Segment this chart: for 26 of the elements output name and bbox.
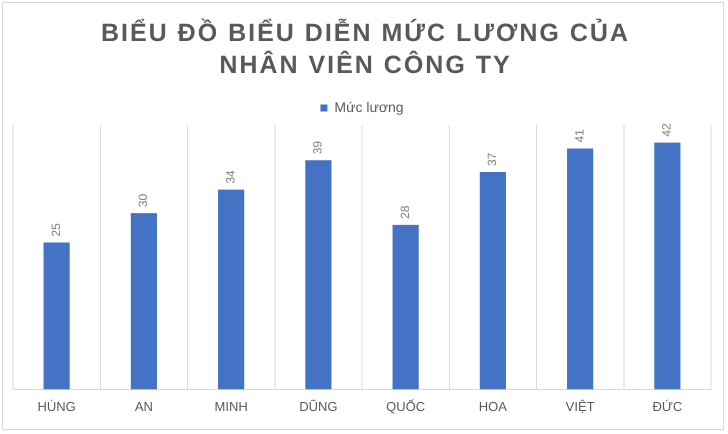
bar <box>392 224 419 390</box>
data-label: 41 <box>572 128 586 142</box>
bar <box>654 142 680 390</box>
chart-title: BIỂU ĐỒ BIỂU DIỄN MỨC LƯƠNG CỦA NHÂN VIÊN CÔNG TY <box>100 18 631 81</box>
data-label: 34 <box>223 170 238 184</box>
data-label: 39 <box>310 140 325 154</box>
bar <box>218 190 244 390</box>
bar <box>130 213 157 390</box>
data-label: 37 <box>485 152 500 166</box>
bar <box>480 172 506 390</box>
x-tick-label: DŨNG <box>299 398 338 414</box>
bar <box>305 160 332 390</box>
data-label: 42 <box>660 122 674 137</box>
bar <box>567 148 594 390</box>
x-tick-label: HÙNG <box>37 398 76 414</box>
bar <box>44 242 70 390</box>
data-label: 30 <box>136 193 150 208</box>
x-tick-label: MINH <box>214 398 248 414</box>
legend-label: Mức lương <box>334 98 404 115</box>
data-label: 28 <box>398 205 412 219</box>
x-tick-label: QUỐC <box>386 398 426 414</box>
x-tick-label: HOA <box>478 398 508 414</box>
x-tick-label: ĐỨC <box>652 398 682 414</box>
x-tick-label: VIỆT <box>566 398 595 414</box>
data-label: 25 <box>48 222 63 237</box>
x-tick-label: AN <box>134 398 153 414</box>
